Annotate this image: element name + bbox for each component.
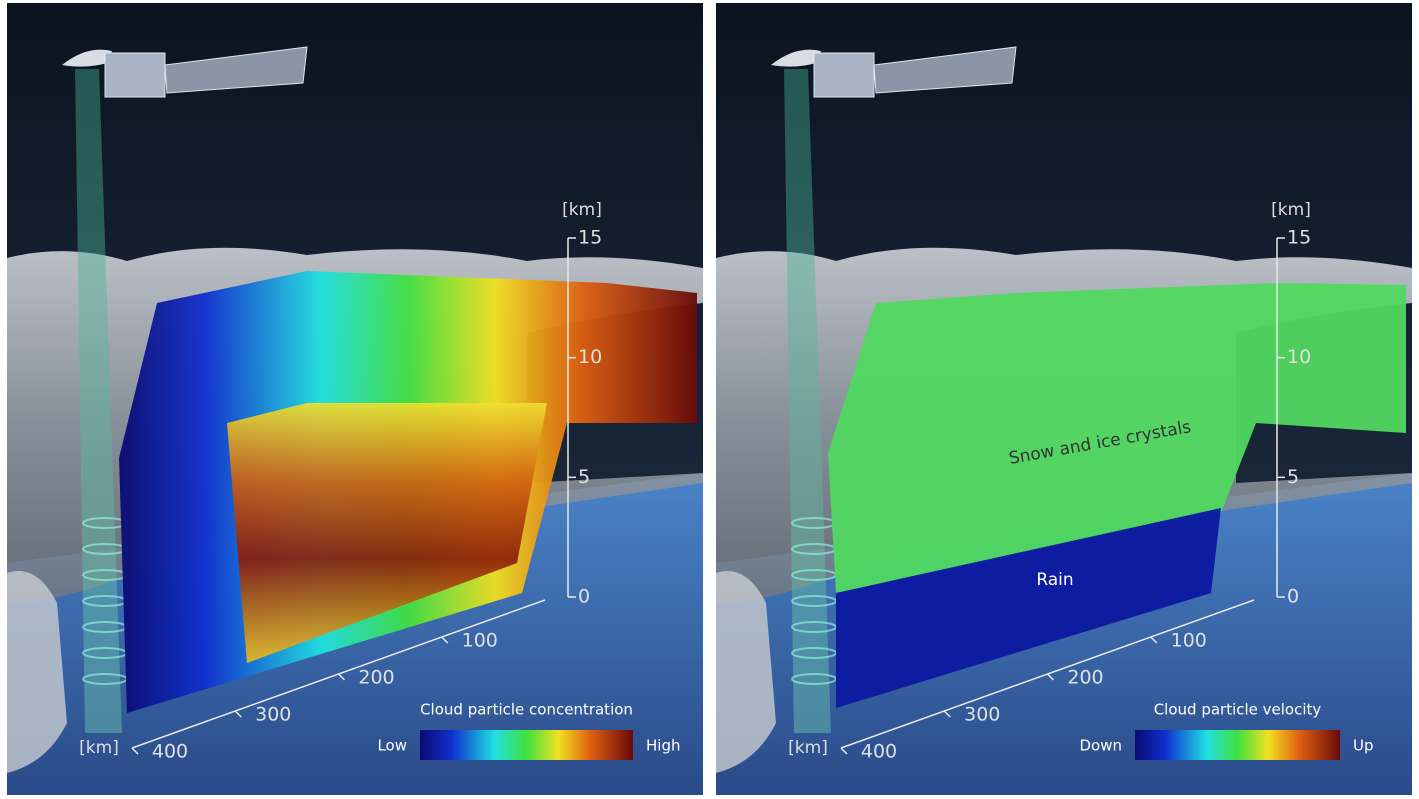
tick-label: 200	[1067, 667, 1103, 689]
radar-beam	[75, 69, 122, 733]
tick-mark	[1150, 636, 1158, 644]
panel-concentration: [km] 15 10 5 0 100 200 300 400 [km] Cloud particle…	[7, 3, 703, 795]
tick-mark	[337, 673, 346, 681]
tick-label: 10	[578, 346, 602, 368]
curtain-ice	[828, 283, 1406, 593]
vertical-axis-unit: [km]	[1271, 200, 1311, 220]
tick-label: 300	[255, 704, 291, 726]
tick-mark	[1046, 673, 1055, 681]
scene: Snow and ice crystalsRain[km]15105010020…	[716, 3, 1412, 795]
tick-label: 400	[152, 741, 188, 763]
satellite-body	[104, 52, 166, 98]
satellite	[771, 46, 1017, 98]
tick-label: 5	[1287, 466, 1299, 488]
colorbar	[420, 730, 633, 760]
satellite	[62, 46, 308, 98]
tick-label: 0	[1287, 586, 1299, 608]
curtain-rain	[836, 508, 1221, 708]
tick-label: 400	[861, 741, 897, 763]
horizontal-axis-unit: [km]	[79, 738, 119, 758]
tick-label: 10	[1287, 346, 1311, 368]
horizontal-axis-unit: [km]	[788, 738, 828, 758]
colorbar-title: Cloud particle velocity	[1154, 701, 1322, 719]
panel-velocity: Snow and ice crystals Rain [km] 15 10 5 0 100 20…	[716, 3, 1412, 795]
colorbar-low: Low	[377, 737, 407, 755]
satellite-dish	[771, 49, 821, 67]
colorbar	[1135, 730, 1340, 760]
tick-label: 5	[578, 466, 590, 488]
satellite-body	[813, 52, 875, 98]
tick-label: 100	[462, 630, 498, 652]
cloud-foreground	[716, 571, 776, 773]
scene: [km] 15 10 5 0 100 200 300 400 [km] Cloud particle…	[7, 3, 703, 795]
cloud-foreground	[7, 571, 67, 773]
satellite-dish	[62, 49, 112, 67]
annotation: Rain	[1036, 570, 1073, 590]
tick-label: 0	[578, 586, 590, 608]
tick-mark	[441, 636, 449, 644]
tick-mark	[131, 747, 139, 755]
tick-label: 200	[358, 667, 394, 689]
solar-panel	[873, 46, 1017, 94]
tick-mark	[234, 710, 242, 718]
colorbar-high: High	[646, 737, 680, 755]
tick-label: 15	[578, 227, 602, 249]
tick-label: 15	[1287, 227, 1311, 249]
tick-mark	[840, 747, 848, 755]
colorbar-low: Down	[1079, 737, 1122, 755]
tick-label: 100	[1171, 630, 1207, 652]
vertical-axis-unit: [km]	[562, 200, 602, 220]
solar-panel	[164, 46, 308, 94]
tick-mark	[943, 710, 951, 718]
curtain-core	[227, 403, 547, 663]
radar-beam	[784, 69, 831, 733]
colorbar-high: Up	[1353, 737, 1374, 755]
tick-label: 300	[964, 704, 1000, 726]
colorbar-title: Cloud particle concentration	[420, 701, 633, 719]
